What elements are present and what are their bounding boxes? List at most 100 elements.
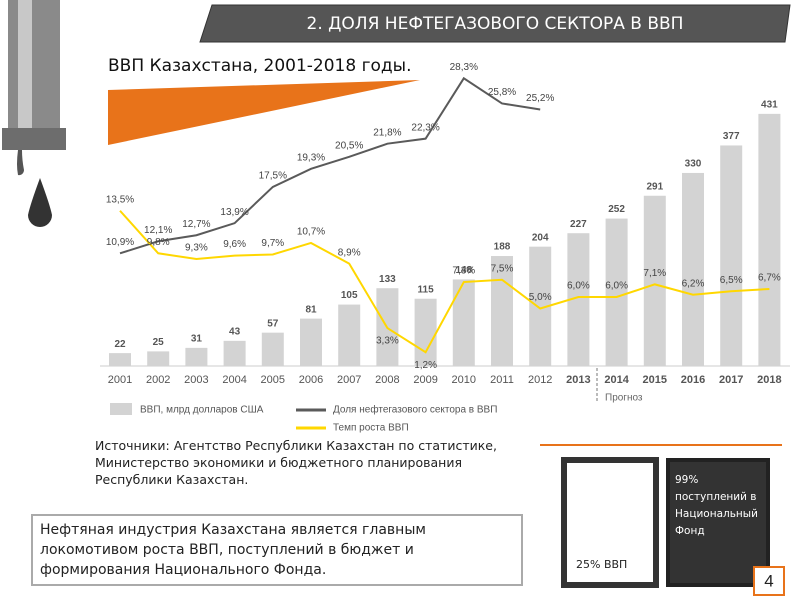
line-label: 12,7% bbox=[182, 219, 210, 230]
line-label: 17,5% bbox=[259, 171, 287, 182]
summary: Нефтяная индустрия Казахстана является г… bbox=[40, 522, 426, 578]
line-label: 6,2% bbox=[682, 278, 705, 289]
bar-label: 25 bbox=[153, 337, 165, 348]
x-tick-label: 2011 bbox=[490, 374, 514, 386]
x-tick-label: 2014 bbox=[604, 374, 629, 386]
bar-label: 22 bbox=[114, 339, 126, 350]
line-label: 6,0% bbox=[567, 281, 590, 292]
bar bbox=[529, 246, 552, 366]
line-series bbox=[119, 76, 541, 255]
x-tick-label: 2006 bbox=[299, 374, 323, 386]
line-label: 25,8% bbox=[488, 87, 516, 98]
bar-label: 330 bbox=[685, 159, 702, 170]
slide-title: 2. ДОЛЯ НЕФТЕГАЗОВОГО СЕКТОРА В ВВП bbox=[307, 14, 684, 34]
line-label: 25,2% bbox=[526, 93, 554, 104]
line-label: 19,3% bbox=[297, 152, 325, 163]
x-tick-label: 2001 bbox=[108, 374, 132, 386]
line-label: 7,5% bbox=[491, 263, 514, 274]
bar bbox=[109, 353, 131, 366]
legend-label: Доля нефтегазового сектора в ВВП bbox=[333, 404, 497, 416]
bar-label: 81 bbox=[305, 304, 317, 315]
x-tick-label: 2012 bbox=[528, 374, 552, 386]
oil-drip bbox=[17, 150, 25, 176]
x-tick-label: 2015 bbox=[643, 374, 667, 386]
bar-label: 252 bbox=[608, 204, 625, 215]
line-label: 9,6% bbox=[223, 239, 246, 250]
line-label: 6,0% bbox=[605, 281, 628, 292]
line-label: 9,3% bbox=[185, 243, 208, 254]
chart-title: ВВП Казахстана, 2001-2018 годы. bbox=[108, 56, 412, 76]
bar-label: 105 bbox=[341, 290, 358, 301]
bar bbox=[605, 218, 628, 366]
bar-label: 291 bbox=[646, 181, 663, 192]
bar bbox=[185, 347, 208, 366]
line-label: 10,7% bbox=[297, 227, 325, 238]
line-label: 21,8% bbox=[373, 127, 401, 138]
box-left bbox=[561, 457, 659, 588]
pipe-flange bbox=[2, 128, 66, 150]
x-tick-label: 2017 bbox=[719, 374, 743, 386]
x-tick-label: 2002 bbox=[146, 374, 170, 386]
bar bbox=[414, 298, 437, 366]
line-label: 5,0% bbox=[529, 292, 552, 303]
line-label: 9,7% bbox=[261, 238, 284, 249]
line-label: 12,1% bbox=[144, 225, 172, 236]
line-label: 6,7% bbox=[758, 273, 781, 284]
bar bbox=[338, 304, 361, 366]
box-right-text: 99% поступлений в Национальный Фонд bbox=[675, 474, 758, 537]
box-left-text: 25% ВВП bbox=[576, 558, 627, 571]
line-label: 7,3% bbox=[452, 266, 475, 277]
bar-label: 227 bbox=[570, 219, 587, 230]
line-label: 8,9% bbox=[338, 247, 361, 258]
bar bbox=[300, 318, 322, 366]
legend-swatch bbox=[110, 403, 132, 415]
legend-label: ВВП, млрд долларов США bbox=[140, 405, 264, 416]
x-tick-label: 2004 bbox=[222, 374, 246, 386]
bar-label: 31 bbox=[191, 334, 203, 345]
x-tick-label: 2016 bbox=[681, 374, 705, 386]
x-tick-label: 2013 bbox=[566, 374, 590, 386]
bar bbox=[223, 340, 246, 366]
line-label: 22,3% bbox=[411, 122, 439, 133]
line-label: 10,9% bbox=[106, 237, 134, 248]
line-label: 6,5% bbox=[720, 275, 743, 286]
bar-label: 431 bbox=[761, 100, 778, 111]
bar-label: 115 bbox=[418, 284, 435, 295]
bar bbox=[643, 195, 666, 366]
page-number: 4 bbox=[764, 571, 773, 590]
x-tick-label: 2009 bbox=[413, 374, 437, 386]
bar-label: 133 bbox=[379, 274, 396, 285]
bar-label: 204 bbox=[532, 232, 549, 243]
line-label: 7,1% bbox=[643, 268, 666, 279]
x-tick-label: 2007 bbox=[337, 374, 361, 386]
bar bbox=[261, 332, 284, 366]
orange-wedge bbox=[108, 80, 420, 145]
line-label: 20,5% bbox=[335, 140, 363, 151]
line-label: 3,3% bbox=[376, 336, 399, 347]
x-tick-label: 2010 bbox=[452, 374, 476, 386]
bar bbox=[452, 279, 475, 366]
line-label: 9,8% bbox=[147, 237, 170, 248]
bar bbox=[758, 113, 781, 367]
bar bbox=[682, 172, 704, 366]
bar bbox=[567, 233, 590, 366]
summary-box bbox=[31, 514, 523, 586]
pipe-highlight bbox=[18, 0, 32, 140]
box-right bbox=[666, 458, 770, 587]
line-label: 13,9% bbox=[220, 207, 248, 218]
pipe bbox=[8, 0, 60, 140]
x-tick-label: 2008 bbox=[375, 374, 399, 386]
bar-label: 188 bbox=[494, 242, 511, 253]
bar-label: 57 bbox=[267, 318, 279, 329]
line-label: 28,3% bbox=[450, 62, 478, 73]
line-series bbox=[119, 210, 770, 354]
line-label: 13,5% bbox=[106, 194, 134, 205]
oil-drop bbox=[28, 178, 52, 227]
forecast-label: Прогноз bbox=[605, 393, 643, 404]
x-tick-label: 2003 bbox=[184, 374, 208, 386]
bar-label: 43 bbox=[229, 326, 241, 337]
x-tick-label: 2018 bbox=[757, 374, 781, 386]
line-label: 1,2% bbox=[414, 360, 437, 371]
